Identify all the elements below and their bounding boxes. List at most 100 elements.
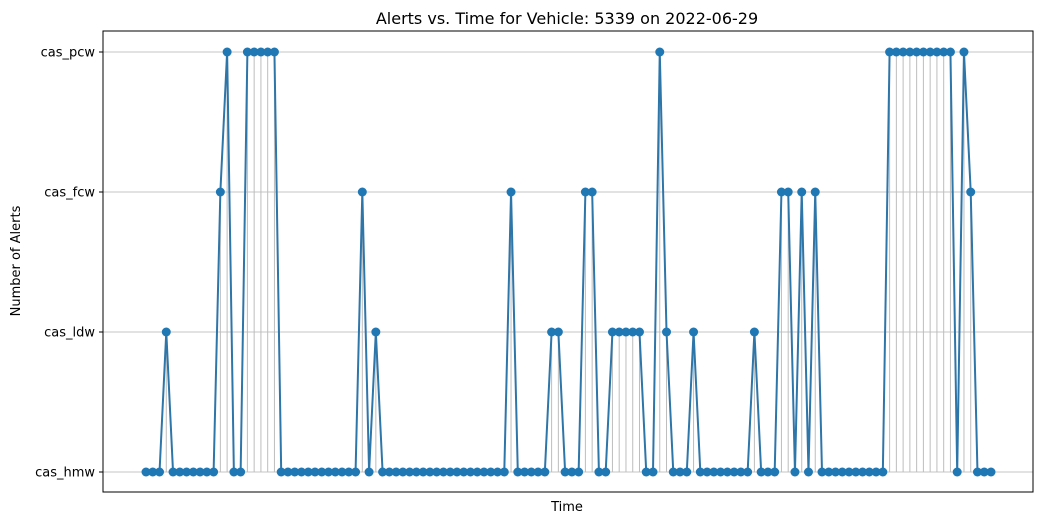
data-point bbox=[405, 467, 415, 477]
data-point bbox=[432, 467, 442, 477]
data-point bbox=[526, 467, 536, 477]
data-point bbox=[290, 467, 300, 477]
data-point bbox=[438, 467, 448, 477]
data-point bbox=[743, 467, 753, 477]
data-point bbox=[547, 327, 557, 337]
data-point bbox=[628, 327, 638, 337]
y-axis-ticks: cas_hmw cas_ldw cas_fcw cas_pcw bbox=[35, 46, 103, 481]
data-point bbox=[520, 467, 530, 477]
data-point bbox=[540, 467, 550, 477]
data-point bbox=[513, 467, 523, 477]
data-point bbox=[168, 467, 178, 477]
y-tick-label: cas_pcw bbox=[41, 46, 96, 61]
data-point bbox=[614, 327, 624, 337]
data-point bbox=[885, 47, 895, 57]
data-point bbox=[269, 47, 279, 57]
data-point bbox=[864, 467, 874, 477]
data-point bbox=[371, 327, 381, 337]
data-point bbox=[689, 327, 699, 337]
data-point bbox=[317, 467, 327, 477]
data-point bbox=[249, 47, 259, 57]
data-point bbox=[770, 467, 780, 477]
data-point bbox=[337, 467, 347, 477]
data-point bbox=[567, 467, 577, 477]
data-point bbox=[506, 187, 516, 197]
data-point bbox=[486, 467, 496, 477]
data-point bbox=[580, 187, 590, 197]
data-point bbox=[357, 187, 367, 197]
data-point bbox=[682, 467, 692, 477]
data-point bbox=[858, 467, 868, 477]
data-point bbox=[918, 47, 928, 57]
data-point bbox=[966, 187, 976, 197]
data-point bbox=[574, 467, 584, 477]
data-point bbox=[459, 467, 469, 477]
data-point bbox=[242, 47, 252, 57]
data-point bbox=[878, 467, 888, 477]
data-point bbox=[303, 467, 313, 477]
data-point bbox=[945, 47, 955, 57]
data-point bbox=[675, 467, 685, 477]
data-point bbox=[236, 467, 246, 477]
data-point bbox=[499, 467, 509, 477]
data-point bbox=[148, 467, 158, 477]
data-point bbox=[479, 467, 489, 477]
data-point bbox=[621, 327, 631, 337]
data-point bbox=[648, 467, 658, 477]
data-point bbox=[783, 187, 793, 197]
data-point bbox=[655, 47, 665, 57]
data-point bbox=[594, 467, 604, 477]
data-point bbox=[351, 467, 361, 477]
data-point bbox=[837, 467, 847, 477]
data-point bbox=[803, 467, 813, 477]
data-point bbox=[810, 187, 820, 197]
data-point bbox=[898, 47, 908, 57]
data-point bbox=[560, 467, 570, 477]
data-point bbox=[641, 467, 651, 477]
data-point bbox=[324, 467, 334, 477]
data-point bbox=[188, 467, 198, 477]
data-point bbox=[202, 467, 212, 477]
data-point bbox=[472, 467, 482, 477]
y-tick-label: cas_hmw bbox=[35, 466, 95, 481]
data-point bbox=[871, 467, 881, 477]
data-point bbox=[411, 467, 421, 477]
data-point bbox=[175, 467, 185, 477]
data-point bbox=[587, 187, 597, 197]
y-tick-label: cas_fcw bbox=[44, 186, 95, 201]
data-point bbox=[844, 467, 854, 477]
data-point bbox=[662, 327, 672, 337]
data-point bbox=[939, 47, 949, 57]
data-point bbox=[364, 467, 374, 477]
chart-title: Alerts vs. Time for Vehicle: 5339 on 202… bbox=[376, 9, 758, 28]
data-point bbox=[702, 467, 712, 477]
data-point bbox=[222, 47, 232, 57]
data-point bbox=[912, 47, 922, 57]
data-point bbox=[607, 327, 617, 337]
data-point bbox=[195, 467, 205, 477]
data-point bbox=[161, 327, 171, 337]
y-tick-label: cas_ldw bbox=[44, 326, 95, 341]
data-point bbox=[425, 467, 435, 477]
data-point bbox=[533, 467, 543, 477]
data-point bbox=[330, 467, 340, 477]
data-point bbox=[986, 467, 996, 477]
data-point bbox=[776, 187, 786, 197]
data-point bbox=[959, 47, 969, 57]
data-point bbox=[932, 47, 942, 57]
data-point bbox=[972, 467, 982, 477]
data-point bbox=[398, 467, 408, 477]
data-point bbox=[763, 467, 773, 477]
data-point bbox=[384, 467, 394, 477]
data-point bbox=[668, 467, 678, 477]
data-point bbox=[229, 467, 239, 477]
data-point bbox=[905, 47, 915, 57]
data-point bbox=[749, 327, 759, 337]
data-point bbox=[553, 327, 563, 337]
data-point bbox=[209, 467, 219, 477]
data-point bbox=[182, 467, 192, 477]
data-point bbox=[831, 467, 841, 477]
data-point bbox=[215, 187, 225, 197]
data-point bbox=[797, 187, 807, 197]
